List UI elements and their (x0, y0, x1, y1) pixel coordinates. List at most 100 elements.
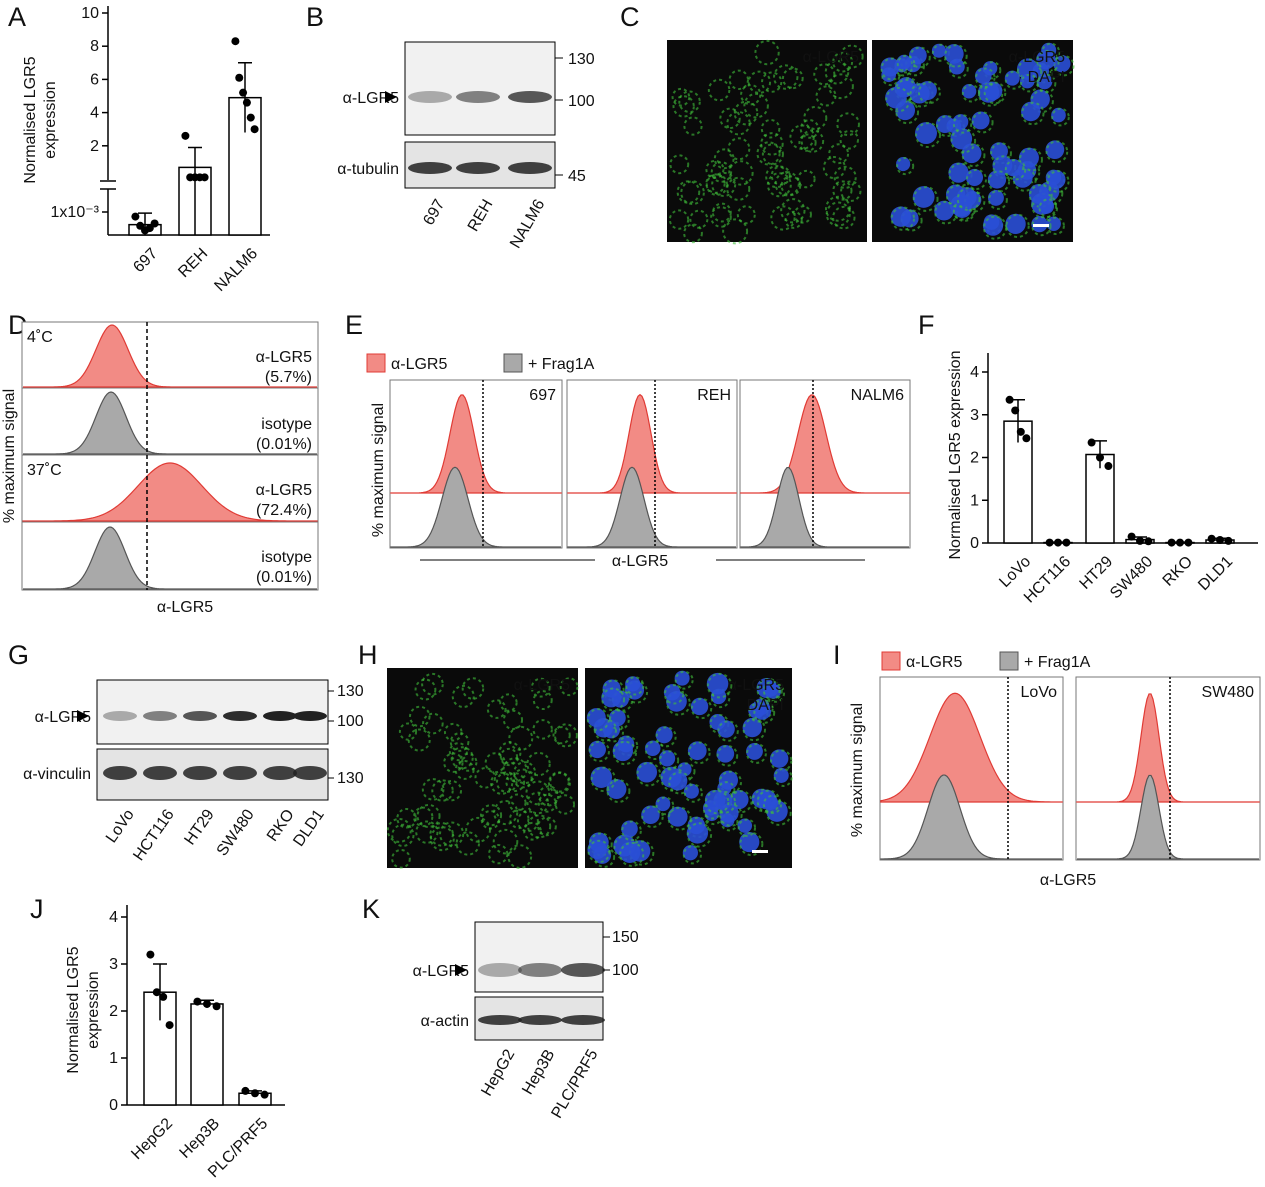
y-axis-label: expression (42, 81, 59, 158)
y-tick-label: 3 (109, 956, 118, 973)
blot-band (478, 963, 522, 977)
y-tick-label: 10 (81, 5, 99, 22)
nucleus (891, 206, 911, 226)
nucleus (705, 790, 726, 811)
data-point (1054, 539, 1062, 547)
stain-label: DAPI (1028, 69, 1065, 86)
x-axis-label: α-LGR5 (612, 553, 668, 570)
nucleus (1019, 148, 1039, 168)
data-point (146, 951, 154, 959)
nucleus (739, 832, 759, 852)
mw-marker: 130 (568, 51, 595, 68)
data-point (235, 74, 243, 82)
legend-swatch (504, 354, 522, 372)
data-point (251, 125, 259, 133)
flow-box (1076, 677, 1260, 860)
mw-marker: 100 (337, 713, 364, 730)
data-point (251, 1089, 259, 1097)
blot-band (293, 766, 327, 780)
blot-band (518, 963, 562, 977)
temperature-label: 4˚C (27, 329, 53, 346)
data-point (1216, 536, 1224, 544)
panel-letter: F (918, 310, 935, 340)
data-point (203, 1000, 211, 1008)
panel-letter: B (306, 2, 324, 32)
cell-line-label: SW480 (1202, 684, 1255, 701)
data-point (1096, 454, 1104, 462)
band-label: α-vinculin (23, 766, 91, 783)
mw-marker: 100 (568, 93, 595, 110)
y-axis-label: Normalised LGR5 (65, 946, 82, 1073)
bar (191, 1004, 223, 1105)
legend-swatch (882, 652, 900, 670)
blot-band (561, 963, 605, 977)
blot-panel (475, 922, 603, 992)
data-point (1208, 535, 1216, 543)
nucleus (688, 741, 707, 760)
blot-band (183, 766, 217, 780)
data-point (241, 1087, 249, 1095)
mw-marker: 45 (568, 168, 586, 185)
y-tick-label: 2 (90, 138, 99, 155)
y-tick-label: 4 (970, 364, 979, 381)
data-point (1046, 539, 1054, 547)
blot-band (456, 162, 500, 174)
legend-label: + Frag1A (1024, 654, 1091, 671)
nucleus (613, 741, 633, 761)
data-point (131, 213, 139, 221)
y-tick-label: 0 (109, 1097, 118, 1114)
panel-letter: E (345, 310, 363, 340)
blot-band (293, 711, 327, 721)
data-point (166, 1021, 174, 1029)
data-point (1128, 533, 1136, 541)
data-point (213, 1002, 221, 1010)
percent-label: (72.4%) (256, 502, 312, 519)
data-point (201, 173, 209, 181)
data-point (261, 1091, 269, 1099)
stain-label: α-LGR5 (514, 677, 570, 694)
data-point (1062, 539, 1070, 547)
cell-line-label: 697 (529, 387, 556, 404)
data-point (159, 993, 167, 1001)
blot-band (456, 91, 500, 103)
y-axis-label: expression (85, 971, 102, 1048)
blot-band (561, 1015, 605, 1025)
stain-label: α-LGR5 (803, 49, 859, 66)
data-point (1224, 537, 1232, 545)
blot-band (103, 766, 137, 780)
mw-marker: 130 (337, 683, 364, 700)
blot-panel (97, 680, 328, 744)
data-point (153, 988, 161, 996)
y-tick-label: 1 (970, 492, 979, 509)
scale-bar (1033, 224, 1049, 227)
data-point (1006, 396, 1014, 404)
data-point (1104, 462, 1112, 470)
data-point (193, 998, 201, 1006)
legend-label: α-LGR5 (391, 356, 447, 373)
stain-label: α-LGR5 (728, 677, 784, 694)
percent-label: (5.7%) (265, 369, 312, 386)
cell-line-label: REH (697, 387, 731, 404)
y-tick-label: 8 (90, 38, 99, 55)
blot-band (223, 766, 257, 780)
band-label: α-tubulin (337, 161, 399, 178)
blot-band (103, 711, 137, 721)
data-point (1184, 539, 1192, 547)
panel-letter: C (620, 2, 640, 32)
data-point (1168, 539, 1176, 547)
panel-letter: J (30, 894, 44, 924)
x-axis-label: α-LGR5 (157, 599, 213, 616)
stain-label: α-LGR5 (1009, 49, 1065, 66)
percent-label: (0.01%) (256, 569, 312, 586)
legend-label: α-LGR5 (906, 654, 962, 671)
temperature-label: 37˚C (27, 462, 62, 479)
stain-label: DAPI (747, 697, 784, 714)
y-axis-label: % maximum signal (1, 389, 18, 523)
panel-letter: K (362, 894, 380, 924)
nucleus (1005, 214, 1025, 234)
nucleus (636, 762, 657, 783)
nucleus (932, 44, 946, 58)
y-tick-label: 4 (109, 909, 118, 926)
data-point (243, 99, 251, 107)
band-label: α-actin (421, 1013, 469, 1030)
